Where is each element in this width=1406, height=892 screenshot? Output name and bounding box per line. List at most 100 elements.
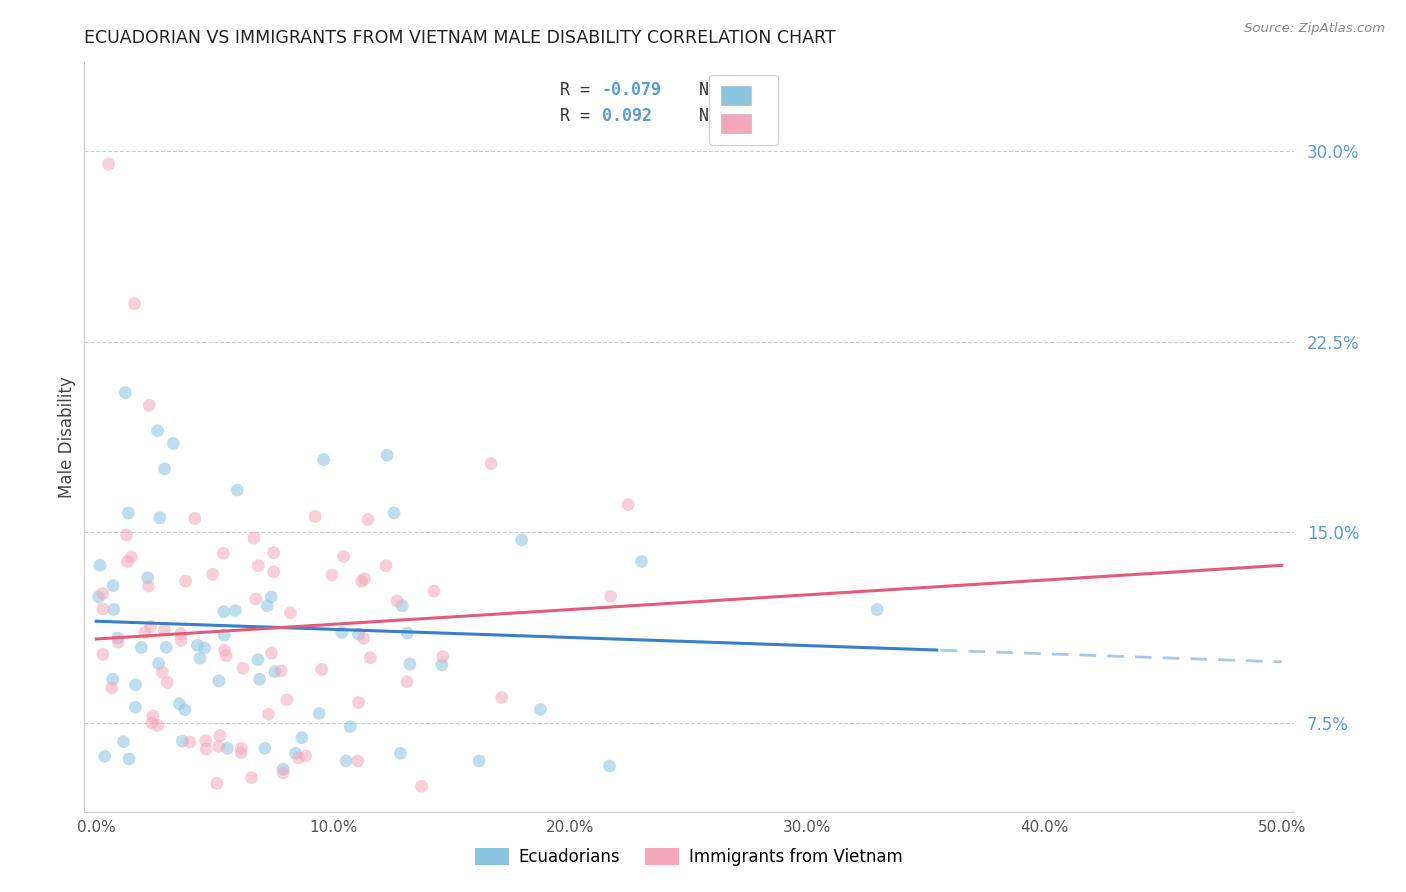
- Point: [212, 605, 235, 619]
- Point: [347, 696, 370, 710]
- Point: [107, 631, 129, 645]
- Point: [247, 558, 270, 573]
- Point: [630, 554, 652, 568]
- Y-axis label: Male Disability: Male Disability: [58, 376, 76, 498]
- Point: [350, 574, 373, 589]
- Point: [124, 297, 146, 311]
- Point: [195, 742, 218, 756]
- Point: [141, 716, 163, 731]
- Point: [215, 648, 238, 663]
- Point: [256, 599, 278, 613]
- Point: [346, 754, 368, 768]
- Point: [382, 506, 405, 520]
- Text: 72: 72: [738, 107, 758, 126]
- Point: [146, 718, 169, 732]
- Point: [101, 673, 124, 687]
- Point: [112, 734, 135, 748]
- Point: [389, 747, 412, 761]
- Point: [153, 623, 176, 637]
- Point: [97, 157, 120, 171]
- Point: [468, 754, 491, 768]
- Point: [284, 747, 307, 761]
- Point: [260, 590, 283, 604]
- Point: [291, 731, 314, 745]
- Text: R =: R =: [560, 81, 599, 99]
- Point: [115, 528, 138, 542]
- Point: [599, 590, 621, 604]
- Point: [194, 733, 217, 747]
- Point: [155, 640, 177, 655]
- Point: [208, 739, 231, 754]
- Point: [156, 675, 179, 690]
- Point: [253, 741, 276, 756]
- Point: [432, 649, 454, 664]
- Point: [232, 661, 254, 675]
- Point: [117, 506, 139, 520]
- Point: [136, 571, 159, 585]
- Point: [246, 653, 269, 667]
- Point: [89, 558, 111, 573]
- Point: [226, 483, 249, 497]
- Text: R =: R =: [560, 107, 599, 126]
- Point: [312, 452, 335, 467]
- Point: [866, 602, 889, 616]
- Point: [280, 606, 302, 620]
- Point: [411, 780, 433, 794]
- Point: [385, 594, 408, 608]
- Point: [395, 674, 418, 689]
- Point: [396, 626, 419, 640]
- Point: [173, 703, 195, 717]
- Point: [231, 741, 253, 756]
- Point: [257, 707, 280, 722]
- Point: [148, 657, 170, 671]
- Point: [134, 625, 156, 640]
- Point: [124, 700, 146, 714]
- Text: N =: N =: [699, 107, 738, 126]
- Point: [359, 650, 381, 665]
- Point: [510, 533, 533, 547]
- Point: [208, 673, 231, 688]
- Point: [131, 640, 153, 655]
- Point: [260, 646, 283, 660]
- Point: [335, 754, 357, 768]
- Point: [124, 678, 146, 692]
- Point: [430, 657, 453, 672]
- Point: [91, 602, 114, 616]
- Point: [399, 657, 422, 672]
- Point: [270, 664, 292, 678]
- Point: [217, 741, 239, 756]
- Point: [491, 690, 513, 705]
- Point: [353, 632, 375, 646]
- Point: [224, 604, 246, 618]
- Point: [287, 751, 309, 765]
- Point: [120, 550, 142, 565]
- Point: [188, 651, 211, 665]
- Point: [146, 424, 169, 438]
- Point: [311, 662, 333, 676]
- Point: [263, 665, 285, 679]
- Point: [186, 638, 208, 652]
- Point: [169, 697, 191, 711]
- Point: [330, 625, 353, 640]
- Point: [174, 574, 197, 588]
- Text: N =: N =: [699, 81, 738, 99]
- Point: [170, 626, 193, 640]
- Text: -0.079: -0.079: [602, 81, 662, 99]
- Point: [193, 640, 215, 655]
- Point: [94, 749, 117, 764]
- Point: [149, 510, 172, 524]
- Point: [153, 462, 176, 476]
- Point: [304, 509, 326, 524]
- Point: [212, 546, 235, 560]
- Point: [179, 735, 201, 749]
- Point: [101, 681, 124, 695]
- Point: [229, 746, 252, 760]
- Point: [138, 398, 160, 412]
- Point: [114, 385, 136, 400]
- Point: [339, 720, 361, 734]
- Point: [263, 545, 285, 559]
- Point: [142, 709, 165, 723]
- Point: [263, 565, 285, 579]
- Point: [249, 672, 271, 686]
- Point: [321, 568, 343, 582]
